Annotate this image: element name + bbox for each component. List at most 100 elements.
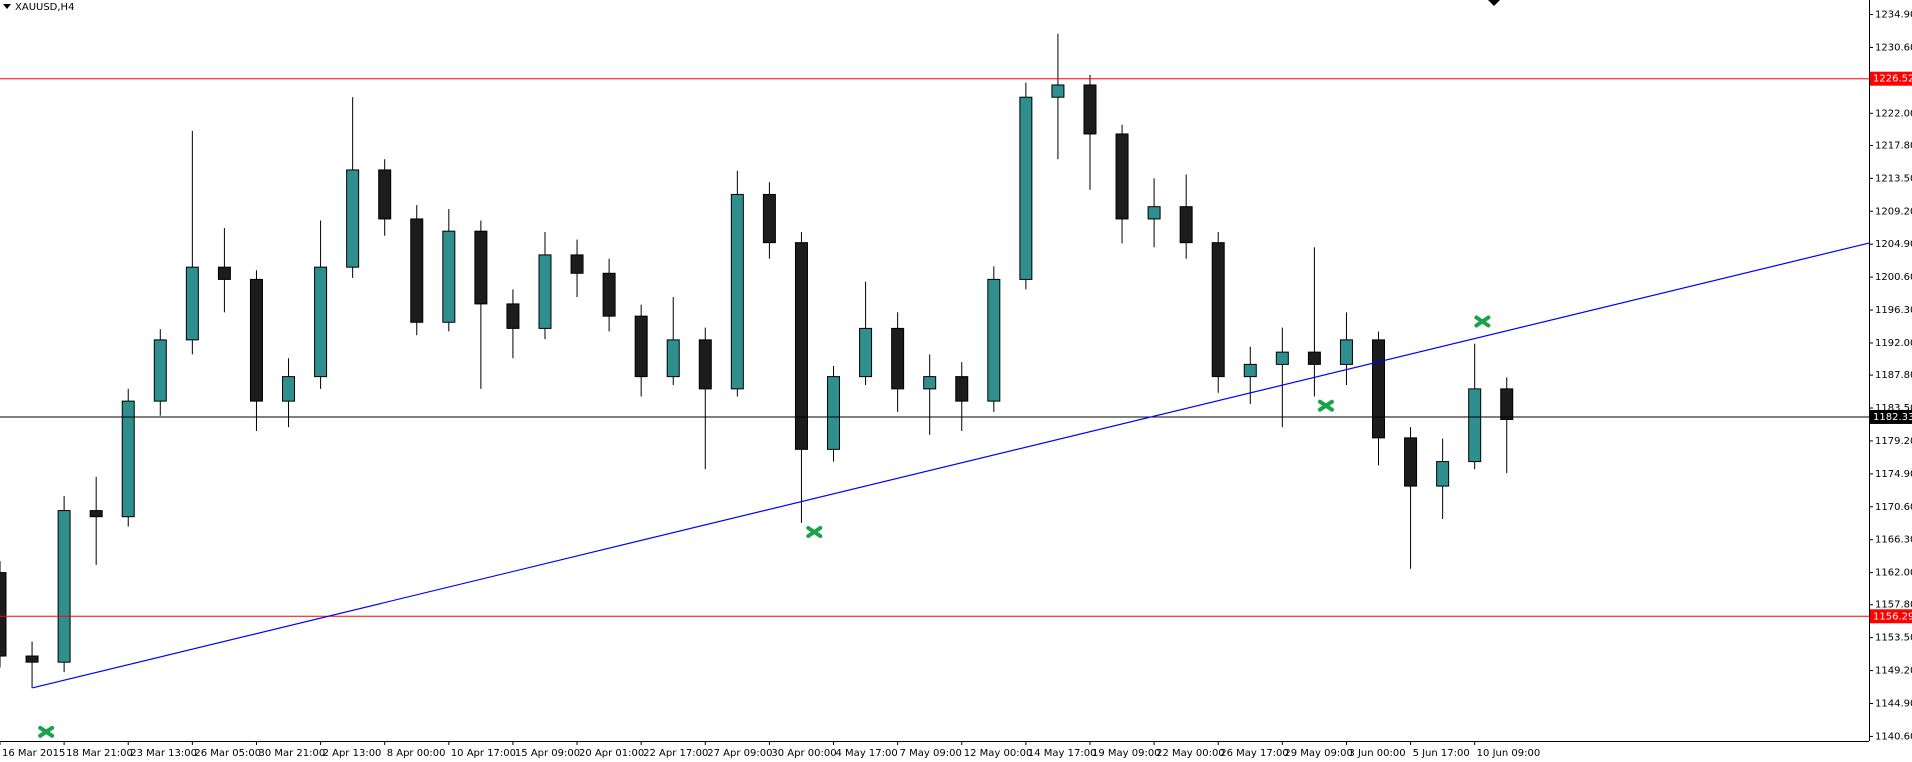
x-tick-label: 18 Mar 21:00: [66, 748, 133, 759]
x-tick-label: 5 Jun 17:00: [1413, 748, 1470, 759]
candle-body: [378, 169, 392, 220]
x-tick-label: 29 May 09:00: [1284, 748, 1353, 759]
x-tick-label: 12 May 00:00: [964, 748, 1033, 759]
y-tick-label: 1153.50: [1875, 633, 1912, 644]
candle-body: [1372, 339, 1386, 439]
candle-body: [121, 400, 135, 518]
x-tick-label: 20 Apr 01:00: [579, 748, 644, 759]
candle-body: [474, 230, 488, 305]
x-tick-label: 27 Apr 09:00: [707, 748, 772, 759]
candle-body: [923, 376, 937, 390]
y-tick-label: 1157.80: [1875, 600, 1912, 611]
y-tick-label: 1166.30: [1875, 535, 1912, 546]
x-tick-label: 14 May 17:00: [1028, 748, 1097, 759]
x-tick-label: 10 Apr 17:00: [451, 748, 516, 759]
y-tick-label: 1200.60: [1875, 272, 1912, 283]
candle-body: [25, 655, 39, 663]
candle-body: [602, 272, 616, 317]
candle-body: [1307, 351, 1321, 365]
candle-body: [1051, 84, 1065, 98]
trendline: [32, 242, 1870, 689]
price-label-box: [1870, 71, 1912, 86]
candle-body: [1404, 437, 1418, 487]
price-label: 1226.52: [1873, 74, 1912, 85]
candle-body: [1083, 84, 1097, 135]
candle-body: [891, 327, 905, 390]
x-tick-label: 3 Jun 00:00: [1348, 748, 1405, 759]
chart-title: XAUUSD,H4: [15, 2, 74, 13]
y-tick-label: 1179.20: [1875, 436, 1912, 447]
candle-body: [185, 266, 199, 341]
y-tick-label: 1196.30: [1875, 305, 1912, 316]
price-label-box: [1870, 409, 1912, 424]
x-tick-label: 19 May 09:00: [1092, 748, 1161, 759]
candle-body: [1211, 242, 1225, 378]
x-tick-label: 7 May 09:00: [900, 748, 962, 759]
candle-body: [1339, 339, 1353, 365]
y-tick-label: 1230.60: [1875, 42, 1912, 53]
x-tick-label: 22 May 00:00: [1156, 748, 1225, 759]
candle-body: [1115, 133, 1129, 220]
candle-body: [570, 254, 584, 274]
x-tick-label: 22 Apr 17:00: [643, 748, 708, 759]
y-tick-label: 1234.90: [1875, 10, 1912, 21]
x-tick-label: 26 Mar 05:00: [194, 748, 261, 759]
y-tick-label: 1213.50: [1875, 173, 1912, 184]
y-tick-label: 1144.90: [1875, 698, 1912, 709]
candle-body: [249, 278, 263, 402]
candle-body: [1179, 206, 1193, 244]
x-tick-label: 30 Apr 00:00: [771, 748, 836, 759]
candle-body: [282, 376, 296, 402]
y-tick-label: 1183.50: [1875, 403, 1912, 414]
candle-body: [0, 572, 7, 657]
candle-body: [89, 510, 103, 518]
candle-body: [1436, 461, 1450, 487]
candle-body: [1147, 206, 1161, 220]
candle-body: [827, 376, 841, 450]
x-tick-label: 30 Mar 21:00: [258, 748, 325, 759]
cross-marker: [806, 526, 823, 539]
y-tick-label: 1204.90: [1875, 239, 1912, 250]
y-tick-label: 1209.20: [1875, 206, 1912, 217]
y-tick-label: 1174.90: [1875, 469, 1912, 480]
candle-body: [153, 339, 167, 402]
candle-body: [634, 315, 648, 378]
shift-marker: [1488, 0, 1500, 6]
x-tick-label: 2 Apr 13:00: [323, 748, 382, 759]
candle-body: [794, 242, 808, 450]
x-tick-label: 4 May 17:00: [836, 748, 898, 759]
candle-body: [346, 169, 360, 268]
candle-body: [762, 193, 776, 244]
y-tick-label: 1217.80: [1875, 140, 1912, 151]
candle-body: [955, 376, 969, 402]
candle-body: [1275, 351, 1289, 365]
candle-body: [217, 266, 231, 280]
candle-body: [1019, 96, 1033, 280]
price-label: 1156.29: [1873, 611, 1912, 622]
candle-body: [442, 230, 456, 323]
candle-body: [730, 193, 744, 390]
symbol-menu-arrow: [3, 4, 11, 9]
price-label: 1182.33: [1873, 412, 1912, 423]
y-tick-label: 1162.00: [1875, 568, 1912, 579]
candle-body: [1468, 388, 1482, 463]
candle-body: [698, 339, 712, 390]
price-label-box: [1870, 609, 1912, 624]
candle-body: [506, 303, 520, 329]
cross-marker: [1317, 399, 1334, 412]
cross-marker: [1474, 315, 1491, 328]
y-tick-label: 1170.60: [1875, 502, 1912, 513]
y-tick-label: 1192.00: [1875, 338, 1912, 349]
x-tick-label: 8 Apr 00:00: [387, 748, 446, 759]
y-tick-label: 1149.20: [1875, 666, 1912, 677]
x-tick-label: 16 Mar 2015: [2, 748, 65, 759]
candle-body: [859, 327, 873, 378]
candle-body: [1243, 363, 1257, 378]
candle-body: [314, 266, 328, 378]
candle-body: [538, 254, 552, 329]
x-tick-label: 26 May 17:00: [1220, 748, 1289, 759]
cross-marker: [38, 725, 55, 738]
candle-body: [987, 278, 1001, 402]
